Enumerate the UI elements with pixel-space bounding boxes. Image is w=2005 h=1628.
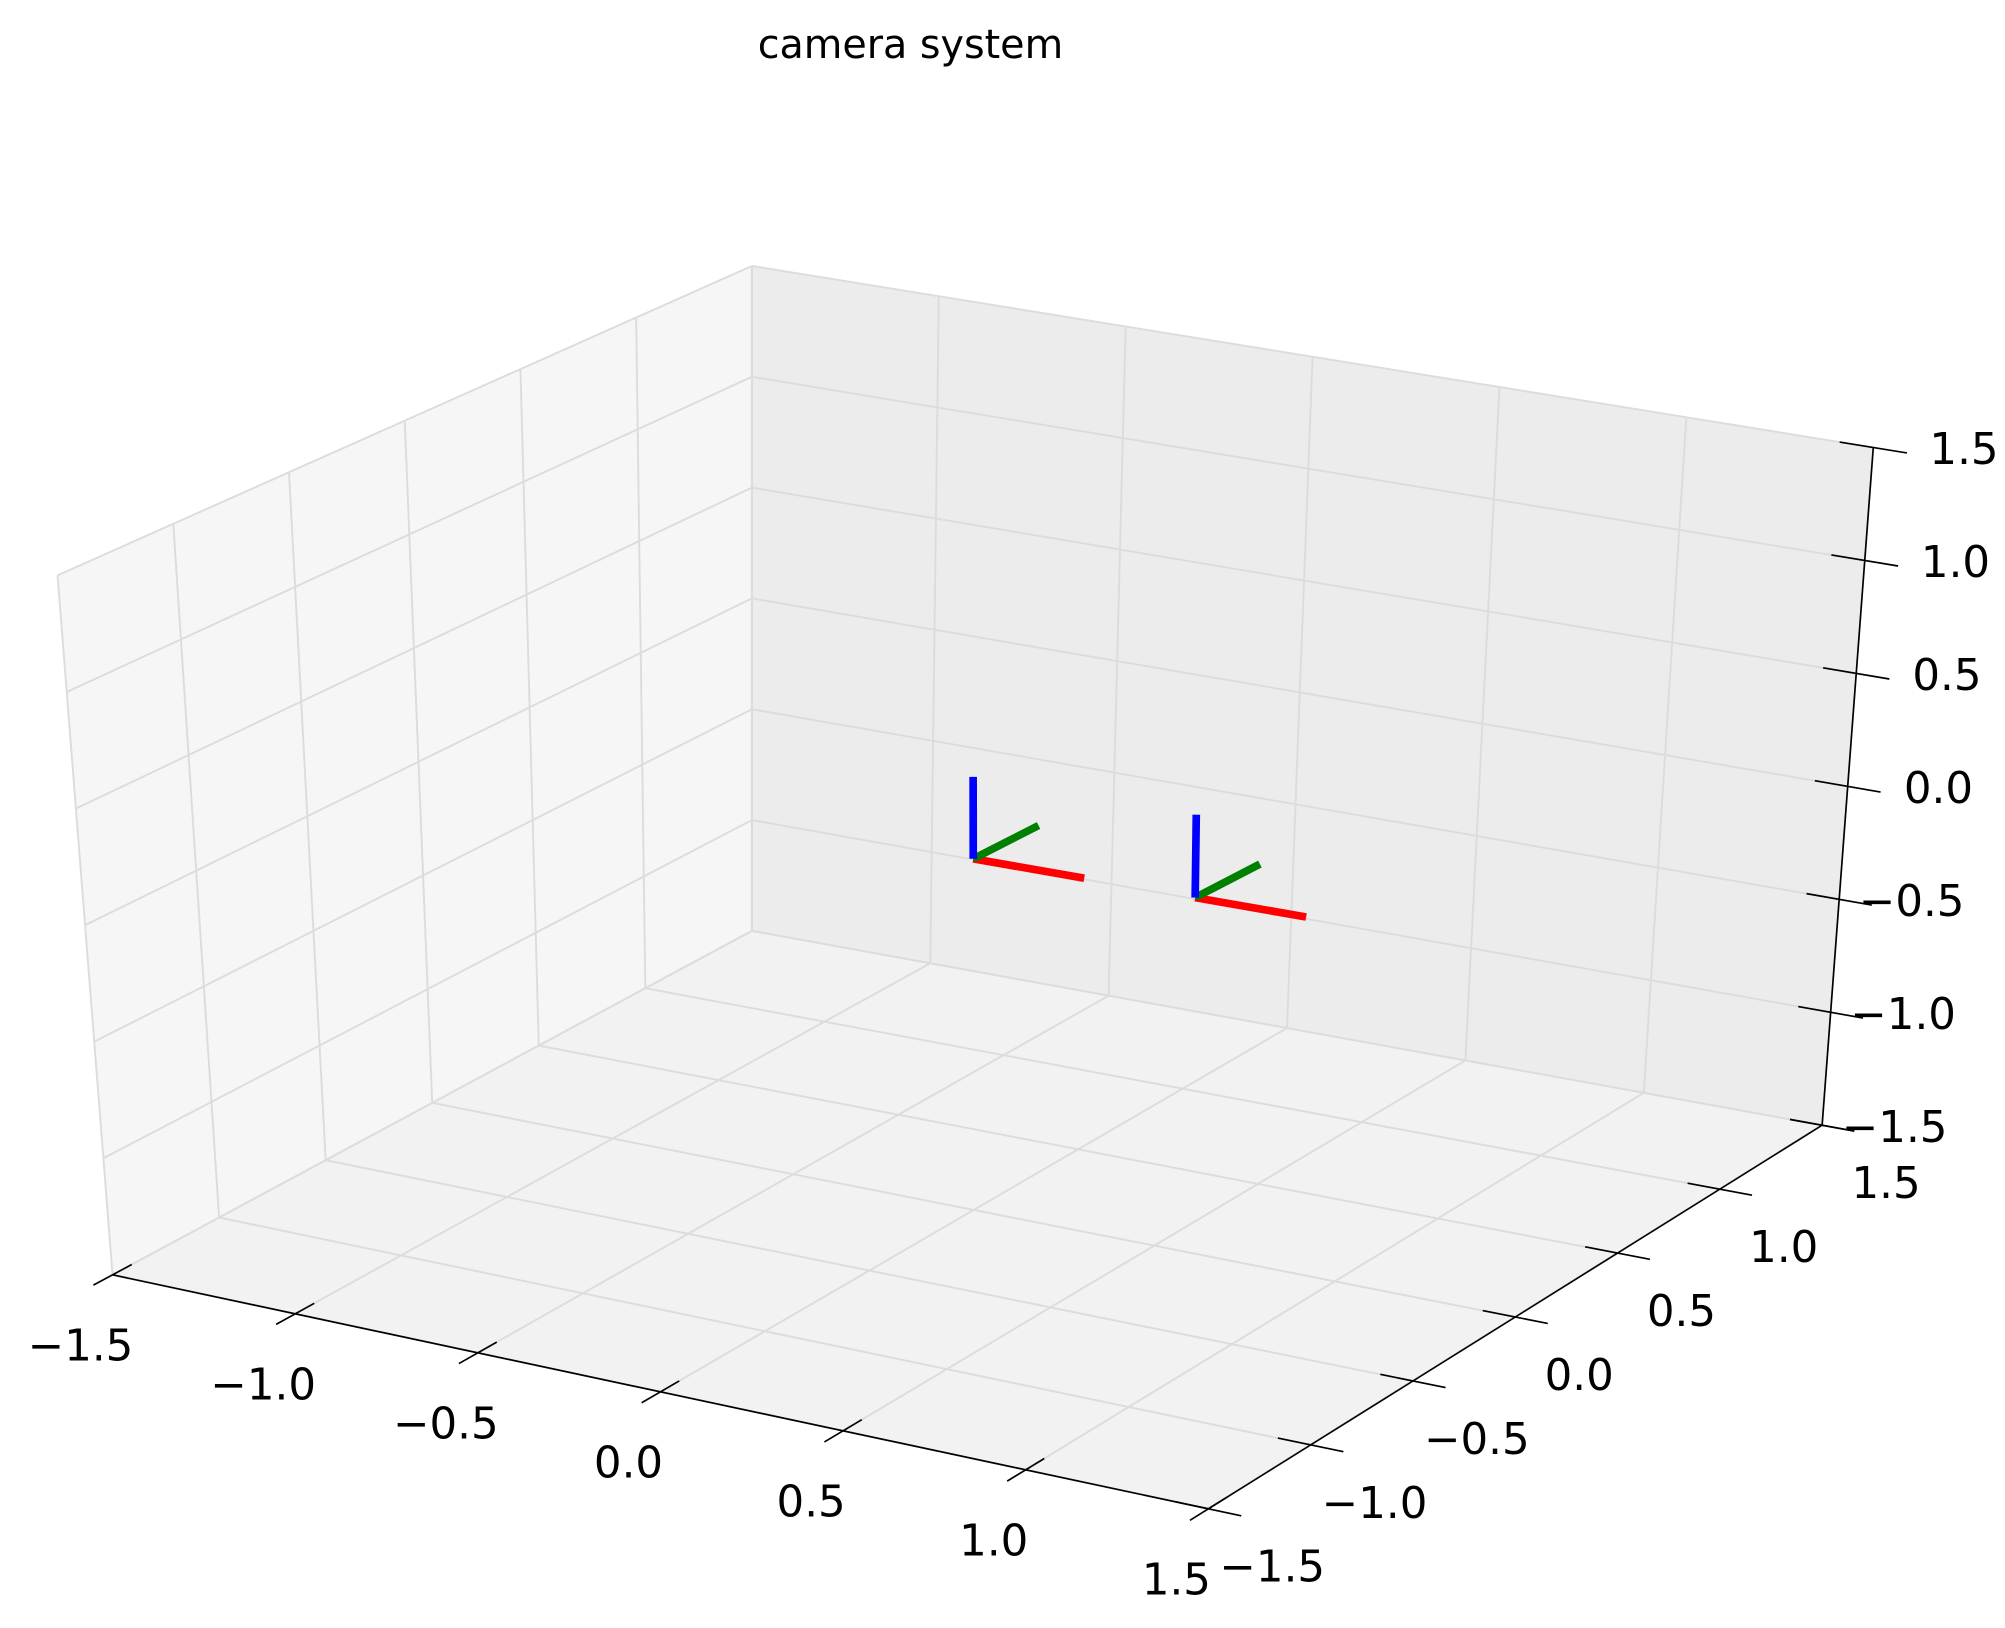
y-tick-label: −0.5 [1424,1415,1530,1465]
y-tick [1277,1437,1344,1453]
y-tick [1380,1373,1446,1389]
x-tick [1006,1457,1045,1482]
grid-line [751,265,1874,449]
axis-segment [1193,860,1262,901]
x-tick [92,1263,133,1286]
y-tick-label: 1.0 [1749,1223,1818,1273]
y-tick [1687,1182,1753,1197]
z-tick [1839,441,1908,454]
x-tick [823,1419,863,1443]
axis-segment [971,822,1041,863]
grid-line [751,708,1840,901]
z-tick [1822,667,1890,680]
z-tick [1798,1005,1864,1019]
axis-segment [1194,893,1307,921]
chart-title: camera system [758,22,1063,68]
y-tick-label: −1.0 [1322,1479,1428,1529]
y-tick [1175,1500,1242,1517]
x-tick-label: −0.5 [393,1399,499,1449]
y-tick-label: 1.5 [1851,1159,1920,1209]
grid-line [84,597,753,926]
x-tick-label: −1.0 [210,1360,316,1410]
grid-line [325,1159,1414,1382]
grid-line [112,930,753,1276]
z-tick-label: 1.5 [1929,425,1998,475]
grid-line [57,265,753,577]
x-tick [458,1341,498,1365]
grid-line [66,375,753,693]
z-tick-label: 0.0 [1904,764,1973,814]
z-tick-label: −1.5 [1842,1103,1948,1153]
z-tick [1831,554,1899,567]
grid-line [93,708,753,1043]
x-tick-label: 0.5 [777,1477,846,1527]
y-tick [1482,1309,1548,1325]
axis-segment [1191,814,1201,898]
axis-segment [972,855,1085,882]
x-tick-label: 1.5 [1142,1555,1211,1605]
z-tick-label: −1.0 [1850,990,1956,1040]
x-tick-label: 1.0 [959,1516,1028,1566]
y-tick-label: 0.5 [1647,1287,1716,1337]
z-tick-label: 1.0 [1921,538,1990,588]
grid-line [75,486,753,810]
y-tick-label: −1.5 [1220,1543,1326,1593]
grid-line [102,819,753,1160]
grid-line [751,486,1857,675]
grid-line [751,597,1848,788]
grid-line [218,1216,1311,1446]
x-tick-label: −1.5 [28,1321,134,1371]
z-tick [1789,1118,1855,1132]
x-tick-label: 0.0 [594,1438,663,1488]
grid-line [751,929,1823,1127]
z-tick-label: −0.5 [1859,877,1965,927]
grid-line [751,375,1865,562]
y-tick [1585,1246,1651,1261]
grid-line [538,1044,1618,1255]
panes [56,264,1874,1510]
grid-line [432,1101,1516,1318]
z-tick [1806,892,1872,906]
z-tick [1814,779,1881,793]
grid-line [645,987,1721,1191]
x-tick [275,1302,315,1326]
x-tick [641,1380,680,1404]
y-tick-label: 0.0 [1545,1351,1614,1401]
z-tick-label: 0.5 [1912,651,1981,701]
